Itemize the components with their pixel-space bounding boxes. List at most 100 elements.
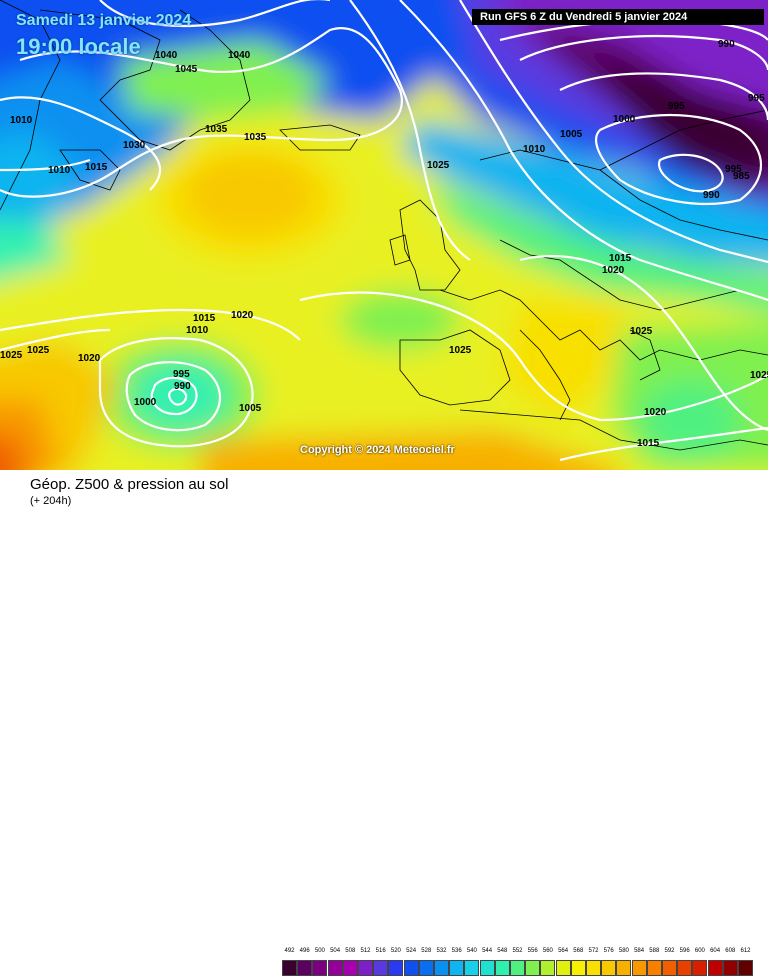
isobar-label: 1025 — [750, 370, 768, 381]
map-footer: Géop. Z500 & pression au sol (+ 204h) 49… — [0, 470, 768, 976]
legend-color-swatch — [692, 960, 708, 976]
isobar-label: 1025 — [449, 345, 472, 356]
legend-value-label: 592 — [664, 948, 675, 954]
legend-value-label: 528 — [421, 948, 432, 954]
model-run-label: Run GFS 6 Z du Vendredi 5 janvier 2024 — [472, 9, 764, 25]
legend-color-swatch — [418, 960, 434, 976]
isobar-label: 995 — [668, 101, 685, 112]
isobar-label: 1020 — [78, 353, 101, 364]
map-canvas: 1040 1045 1040 1035 1035 1030 1010 1010 … — [0, 0, 768, 470]
legend-color-swatch — [722, 960, 738, 976]
isobar-label: 1015 — [193, 313, 216, 324]
legend-color-swatch — [403, 960, 419, 976]
legend-color-swatch — [388, 960, 404, 976]
legend-value-label: 548 — [497, 948, 508, 954]
legend-value-label: 500 — [314, 948, 325, 954]
isobar-label: 1005 — [239, 403, 262, 414]
isobars — [0, 0, 768, 462]
isobar-label: 1020 — [644, 407, 667, 418]
legend-value-label: 524 — [406, 948, 417, 954]
isobar-label: 1020 — [602, 265, 625, 276]
legend-value-label: 612 — [740, 948, 751, 954]
legend-color-swatch — [540, 960, 556, 976]
legend-color-swatch — [616, 960, 632, 976]
legend-color-swatch — [297, 960, 313, 976]
legend-value-label: 572 — [588, 948, 599, 954]
legend-value-label: 584 — [634, 948, 645, 954]
isobar-label: 1010 — [10, 115, 33, 126]
isobar-label: 1030 — [123, 140, 146, 151]
isobar-label: 995 — [748, 93, 765, 104]
legend-color-swatch — [449, 960, 465, 976]
isobar-labels: 1040 1045 1040 1035 1035 1030 1010 1010 … — [0, 39, 768, 449]
legend-value-label: 596 — [679, 948, 690, 954]
isobar-label: 1020 — [231, 310, 254, 321]
geopotential-field — [0, 0, 768, 470]
isobar-label: 1025 — [27, 345, 50, 356]
isobar-label: 985 — [733, 171, 750, 182]
isobar-label: 1025 — [427, 160, 450, 171]
isobar-label: 1045 — [175, 64, 198, 75]
legend-color-swatch — [707, 960, 723, 976]
legend-color-swatch — [373, 960, 389, 976]
isobar-label: 990 — [718, 39, 735, 50]
isobar-label: 1010 — [523, 144, 546, 155]
isobar-label: 1005 — [560, 129, 583, 140]
coastlines — [0, 0, 768, 451]
legend-value-label: 512 — [360, 948, 371, 954]
legend-value-label: 560 — [542, 948, 553, 954]
isobar-label: 1040 — [228, 50, 251, 61]
forecast-date: Samedi 13 janvier 2024 — [16, 12, 192, 29]
legend-color-swatch — [479, 960, 495, 976]
isobar-label: 1025 — [0, 350, 23, 361]
legend-value-label: 580 — [618, 948, 629, 954]
legend-color-swatch — [631, 960, 647, 976]
isobar-label: 1040 — [155, 50, 178, 61]
legend-value-label: 536 — [451, 948, 462, 954]
isobar-label: 1000 — [613, 114, 636, 125]
isobar-label: 995 — [173, 369, 190, 380]
isobar-label: 1010 — [186, 325, 209, 336]
legend-value-label: 544 — [482, 948, 493, 954]
isobar-label: 990 — [703, 190, 720, 201]
isobar-label: 1025 — [630, 326, 653, 337]
isobar-label: 990 — [174, 381, 191, 392]
legend-color-swatch — [327, 960, 343, 976]
isobar-label: 1010 — [48, 165, 71, 176]
legend-color-swatch — [342, 960, 358, 976]
legend-value-label: 540 — [466, 948, 477, 954]
legend-color-swatch — [525, 960, 541, 976]
legend-color-swatch — [464, 960, 480, 976]
legend-color-swatch — [358, 960, 373, 976]
legend-value-label: 556 — [527, 948, 538, 954]
legend-color-swatch — [662, 960, 677, 976]
isobar-label: 1000 — [134, 397, 157, 408]
weather-map: 1040 1045 1040 1035 1035 1030 1010 1010 … — [0, 0, 768, 470]
legend-value-label: 504 — [330, 948, 341, 954]
legend-color-swatch — [677, 960, 693, 976]
legend-value-label: 568 — [573, 948, 584, 954]
legend-color-swatch — [646, 960, 662, 976]
isobar-label: 1035 — [205, 124, 228, 135]
legend-value-label: 564 — [558, 948, 569, 954]
legend-value-label: 608 — [725, 948, 736, 954]
color-legend: 492 496 500 504 508 512 516 520 524 528 532 536 540 5… — [282, 948, 756, 978]
legend-color-swatch — [510, 960, 525, 976]
legend-color-swatch — [555, 960, 571, 976]
legend-color-swatch — [601, 960, 617, 976]
isobar-label: 1015 — [637, 438, 660, 449]
map-title: Géop. Z500 & pression au sol — [30, 476, 229, 493]
legend-value-label: 516 — [375, 948, 386, 954]
legend-color-swatch — [282, 960, 297, 976]
legend-value-label: 604 — [710, 948, 721, 954]
legend-value-label: 532 — [436, 948, 447, 954]
forecast-offset: (+ 204h) — [30, 495, 72, 507]
legend-value-label: 508 — [345, 948, 356, 954]
legend-value-label: 576 — [603, 948, 614, 954]
isobar-label: 995 — [725, 164, 742, 175]
legend-value-label: 588 — [649, 948, 660, 954]
isobar-label: 1015 — [609, 253, 632, 264]
legend-color-swatch — [312, 960, 328, 976]
legend-color-swatch — [494, 960, 510, 976]
legend-value-label: 520 — [390, 948, 401, 954]
